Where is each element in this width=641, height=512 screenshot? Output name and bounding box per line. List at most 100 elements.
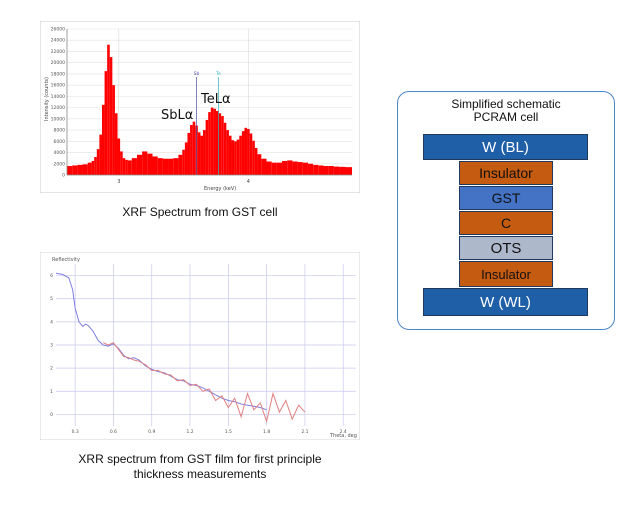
xrf-bar (184, 142, 188, 175)
layer-insulator-top: Insulator (459, 161, 553, 185)
xrf-bar (168, 158, 174, 175)
xrf-bar (328, 166, 334, 175)
xrf-bar (162, 158, 169, 175)
xrr-grid (56, 264, 356, 426)
xrf-bar (157, 158, 163, 175)
xrr-xtick-label: 2.4 (340, 429, 347, 435)
xrr-series-line (55, 272, 267, 411)
xrf-bar (292, 161, 298, 175)
xrf-bar (72, 165, 78, 175)
xrf-bar (178, 154, 183, 175)
xrf-bar (117, 138, 121, 175)
xrf-bar (266, 161, 272, 175)
xrf-bar (200, 135, 204, 175)
xrf-bar (261, 158, 267, 175)
xrf-bar (213, 108, 216, 175)
xrf-ytick-label: 16000 (51, 83, 65, 89)
xrf-bar (318, 165, 324, 175)
xrf-ylabel: Intensity (counts) (44, 77, 50, 121)
xrf-bar (142, 151, 148, 175)
xrf-bar (67, 166, 73, 175)
xrf-xtick-label: 3 (117, 179, 120, 185)
layer-insulator-bottom: Insulator (459, 261, 553, 287)
layer-w-wl: W (WL) (423, 288, 588, 316)
xrf-markers: Sb Te (194, 71, 221, 175)
xrf-bar (107, 44, 110, 175)
xrf-bar (120, 151, 123, 175)
xrf-bar (114, 113, 118, 175)
xrf-bar (323, 166, 329, 175)
xrf-ytick-label: 8000 (54, 128, 66, 134)
xrf-bar (244, 127, 248, 175)
xrf-bar (313, 164, 319, 175)
xrf-bars (67, 44, 352, 176)
xrf-bar (231, 140, 235, 175)
xrf-bar (203, 130, 206, 175)
xrf-xlabel: Energy (keV) (204, 186, 236, 192)
xrf-bar (99, 134, 102, 175)
xrf-bar (218, 113, 222, 175)
xrr-series-line (102, 342, 306, 424)
xrf-bar (208, 112, 211, 175)
xrf-bar (112, 85, 115, 175)
xrf-bar (234, 141, 237, 175)
layer-gst: GST (459, 186, 553, 210)
xrf-bar (215, 110, 219, 175)
xrf-bar (147, 153, 153, 175)
xrf-bar (252, 140, 255, 175)
xrr-ytick-label: 2 (50, 366, 53, 372)
xrf-bar (152, 156, 158, 175)
xrf-ytick-label: 22000 (51, 49, 65, 55)
xrf-annotation-sb: SbLα (161, 108, 193, 123)
xrf-peak-marker-label: Sb (194, 71, 200, 77)
xrf-bar (104, 71, 108, 175)
xrf-caption: XRF Spectrum from GST cell (122, 205, 278, 219)
xrf-bar (109, 57, 113, 176)
xrf-ytick-label: 26000 (51, 27, 65, 33)
xrf-bar (192, 121, 196, 175)
layer-c: C (459, 211, 553, 235)
xrf-bar (257, 154, 262, 175)
xrf-ytick-label: 0 (62, 173, 65, 179)
xrr-ticks: 0.3 0.6 0.9 1.2 1.5 1.8 2.1 2.4 0 1 2 3 4 5 6 (50, 273, 347, 435)
schematic-title-line1: Simplified schematic (451, 97, 561, 111)
xrr-xlabel: Theta, deg (329, 433, 357, 439)
xrf-bar (228, 135, 232, 175)
xrf-bar (339, 166, 346, 175)
xrf-bar (122, 158, 126, 175)
xrf-bar (221, 116, 224, 175)
xrf-bar (125, 159, 128, 175)
xrf-ytick-label: 18000 (51, 71, 65, 77)
xrr-xtick-label: 1.2 (186, 429, 193, 435)
xrf-bar (307, 163, 314, 175)
xrf-bar (205, 119, 209, 175)
xrf-ytick-label: 24000 (51, 38, 65, 44)
xrr-lines (55, 272, 306, 424)
xrf-bar (82, 164, 88, 175)
xrf-bar (190, 125, 193, 175)
xrf-ytick-label: 14000 (51, 94, 65, 100)
layer-ots: OTS (459, 236, 553, 260)
xrf-bar (187, 132, 191, 175)
xrr-xtick-label: 0.3 (72, 429, 79, 435)
xrf-chart: Sb Te 0 2000 4000 6000 8000 10000 12000 14000 160… (40, 21, 360, 193)
schematic-title: Simplified schematic PCRAM cell (398, 98, 614, 124)
xrr-caption-line1: XRR spectrum from GST film for first pri… (78, 452, 322, 466)
xrf-bar (302, 162, 308, 175)
xrf-bar (223, 122, 227, 175)
xrf-bar (271, 162, 277, 175)
xrr-xtick-label: 0.9 (148, 429, 155, 435)
xrf-ytick-label: 6000 (54, 139, 66, 145)
xrf-ytick-label: 10000 (51, 116, 65, 122)
pcram-schematic: Simplified schematic PCRAM cell W (BL) I… (397, 91, 615, 330)
xrr-ylabel: Reflectivity (52, 257, 80, 263)
xrf-ytick-label: 4000 (54, 150, 66, 156)
xrf-bar (247, 128, 250, 175)
layer-w-bl: W (BL) (423, 134, 588, 160)
xrf-bar (226, 130, 229, 175)
xrf-ytick-label: 20000 (51, 60, 65, 66)
xrf-bar (276, 162, 283, 175)
xrf-bar (236, 139, 240, 175)
xrf-bar (282, 160, 288, 175)
xrr-xtick-label: 1.8 (263, 429, 270, 435)
